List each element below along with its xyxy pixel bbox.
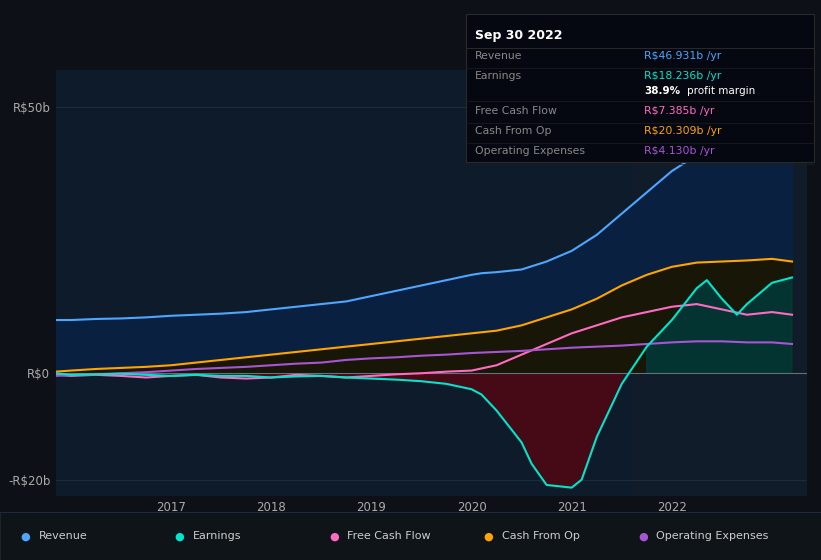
Text: Sep 30 2022: Sep 30 2022 <box>475 29 563 42</box>
Text: Operating Expenses: Operating Expenses <box>475 146 585 156</box>
Text: R$46.931b /yr: R$46.931b /yr <box>644 51 722 61</box>
Text: R$18.236b /yr: R$18.236b /yr <box>644 71 722 81</box>
Text: Earnings: Earnings <box>475 71 522 81</box>
Text: Operating Expenses: Operating Expenses <box>656 531 768 541</box>
Text: Revenue: Revenue <box>39 531 87 541</box>
Text: Free Cash Flow: Free Cash Flow <box>347 531 431 541</box>
Text: Free Cash Flow: Free Cash Flow <box>475 106 557 116</box>
Text: ●: ● <box>175 531 185 541</box>
Text: ●: ● <box>21 531 30 541</box>
Text: 38.9%: 38.9% <box>644 86 681 96</box>
Text: R$7.385b /yr: R$7.385b /yr <box>644 106 715 116</box>
Text: Cash From Op: Cash From Op <box>475 126 552 136</box>
Text: ●: ● <box>638 531 648 541</box>
Text: Revenue: Revenue <box>475 51 523 61</box>
Text: R$4.130b /yr: R$4.130b /yr <box>644 146 715 156</box>
Text: profit margin: profit margin <box>687 86 755 96</box>
Text: ●: ● <box>329 531 339 541</box>
Text: Earnings: Earnings <box>193 531 241 541</box>
Bar <box>632 70 807 496</box>
Text: Cash From Op: Cash From Op <box>502 531 580 541</box>
Text: ●: ● <box>484 531 493 541</box>
Text: R$20.309b /yr: R$20.309b /yr <box>644 126 722 136</box>
